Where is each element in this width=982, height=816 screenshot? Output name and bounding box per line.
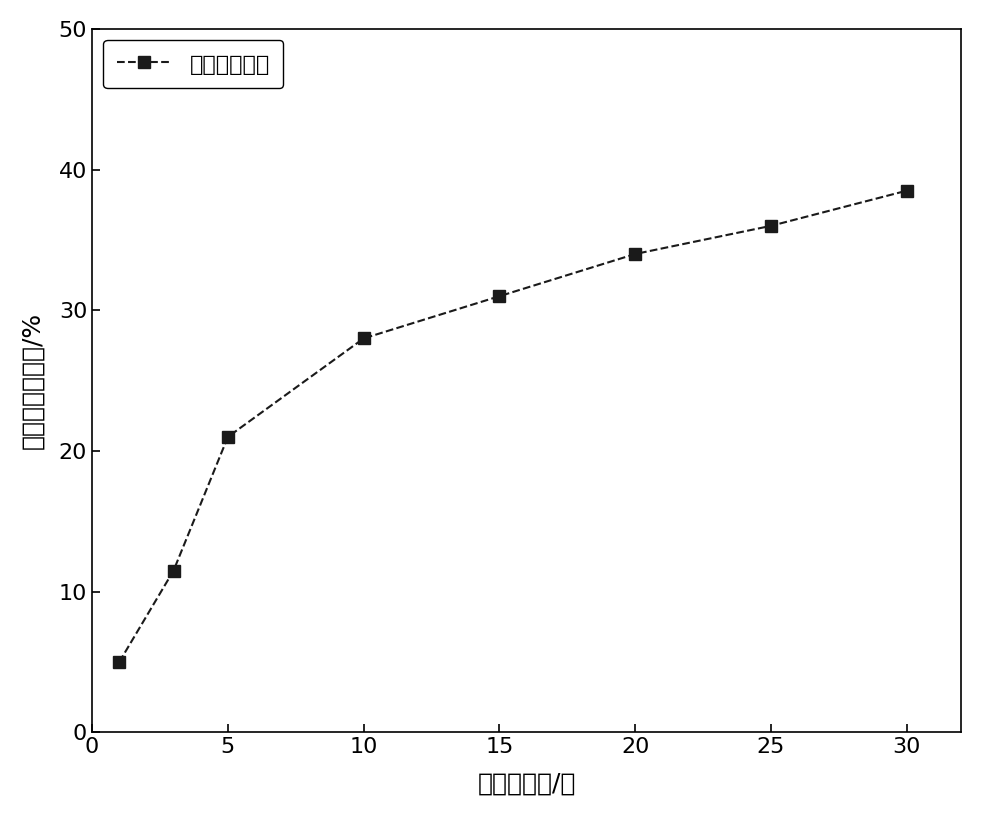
Line: 阻垒剂释放量: 阻垒剂释放量 [114, 185, 912, 667]
阻垒剂释放量 [168, 565, 180, 575]
阻垒剂释放量 [629, 249, 641, 259]
阻垒剂释放量 [765, 221, 777, 231]
阻垒剂释放量 [357, 334, 369, 344]
Y-axis label: 阻垒剂释放的量/%: 阻垒剂释放的量/% [21, 312, 45, 449]
阻垒剂释放量 [222, 432, 234, 441]
阻垒剂释放量 [113, 657, 125, 667]
阻垒剂释放量 [900, 186, 912, 196]
Legend: 阻垒剂释放量: 阻垒剂释放量 [103, 40, 284, 88]
阻垒剂释放量 [494, 291, 506, 301]
X-axis label: 释放的时间/天: 释放的时间/天 [477, 771, 575, 795]
